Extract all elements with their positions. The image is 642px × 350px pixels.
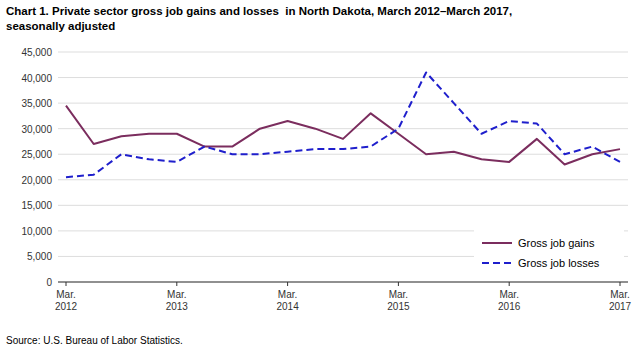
grid-line: [58, 282, 628, 283]
legend-label: Gross job losses: [518, 257, 600, 269]
x-tick: [398, 282, 399, 286]
y-tick-label: 35,000: [21, 98, 52, 109]
y-tick-label: 45,000: [21, 47, 52, 58]
x-tick-label-line: 2014: [276, 301, 299, 312]
x-tick: [509, 282, 510, 286]
y-tick-label: 0: [46, 277, 52, 288]
x-tick-label-line: 2015: [387, 301, 410, 312]
x-tick-label-line: 2012: [55, 301, 78, 312]
x-tick-label: Mar.2014: [276, 289, 299, 312]
chart: Chart 1. Private sector gross job gains …: [0, 0, 642, 350]
subtitle: seasonally adjusted: [6, 20, 115, 32]
source: Source: U.S. Bureau of Labor Statistics.: [6, 335, 183, 346]
x-tick-label-line: Mar.: [278, 289, 297, 300]
y-tick-label: 25,000: [21, 149, 52, 160]
x-tick-label-line: Mar.: [610, 289, 629, 300]
series-line: [66, 106, 620, 165]
y-tick-label: 40,000: [21, 73, 52, 84]
x-tick-label-line: 2013: [166, 301, 189, 312]
y-tick-label: 5,000: [27, 251, 52, 262]
x-tick-label: Mar.2012: [55, 289, 78, 312]
y-tick-label: 20,000: [21, 175, 52, 186]
grid-line: [58, 52, 628, 53]
x-tick: [176, 282, 177, 286]
legend: Gross job gains Gross job losses: [474, 228, 624, 278]
plot-area: [66, 72, 620, 177]
y-tick-label: 10,000: [21, 226, 52, 237]
title: Chart 1. Private sector gross job gains …: [6, 5, 512, 17]
x-tick: [66, 282, 67, 286]
legend-label: Gross job gains: [518, 237, 595, 249]
x-tick: [620, 282, 621, 286]
grid-line: [58, 179, 628, 180]
x-tick-label: Mar.2013: [166, 289, 189, 312]
legend-swatch: [482, 242, 512, 244]
y-tick-label: 30,000: [21, 124, 52, 135]
y-tick-label: 15,000: [21, 200, 52, 211]
x-tick: [287, 282, 288, 286]
x-tick-label-line: Mar.: [389, 289, 408, 300]
grid-line: [58, 103, 628, 104]
x-tick-label-line: Mar.: [56, 289, 75, 300]
y-grid: [58, 52, 628, 282]
x-tick-label-line: 2016: [498, 301, 521, 312]
series-line: [66, 72, 620, 177]
x-tick-label: Mar.2016: [498, 289, 521, 312]
grid-line: [58, 154, 628, 155]
x-tick-label-line: 2017: [609, 301, 632, 312]
x-tick-label: Mar.2015: [387, 289, 410, 312]
grid-line: [58, 205, 628, 206]
legend-swatch: [482, 262, 512, 264]
x-tick-label: Mar.2017: [609, 289, 632, 312]
x-axis-line: [58, 282, 628, 283]
legend-background: [474, 228, 624, 278]
x-tick-label-line: Mar.: [499, 289, 518, 300]
x-tick-label-line: Mar.: [167, 289, 186, 300]
grid-line: [58, 77, 628, 78]
